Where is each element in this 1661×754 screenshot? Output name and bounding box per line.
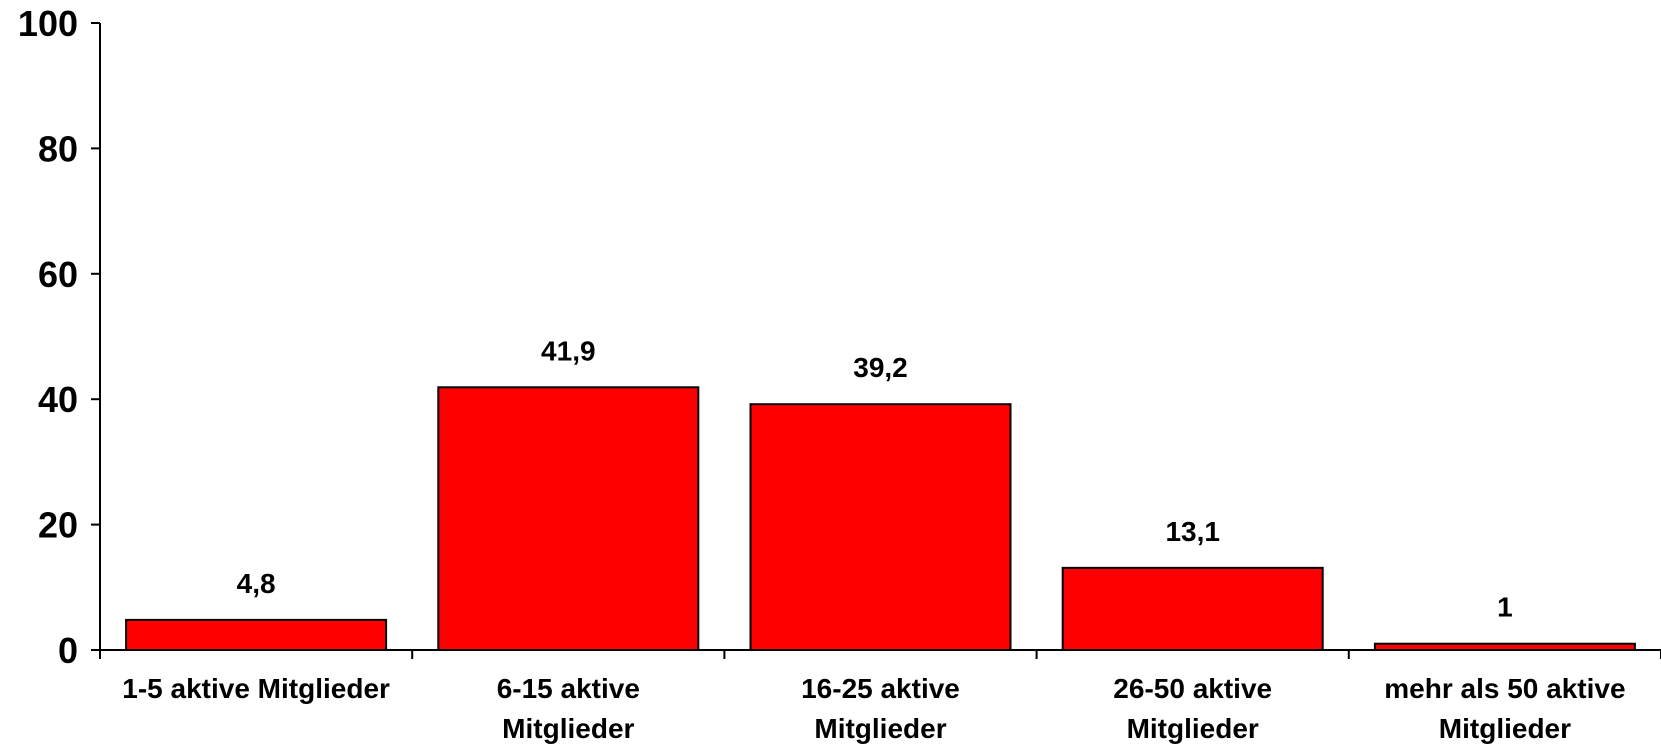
bar (125, 618, 388, 651)
y-tick-label: 80 (38, 128, 78, 169)
y-tick-label: 40 (38, 379, 78, 420)
y-axis: 0 20 40 60 80 100 (18, 3, 101, 671)
y-tick-label: 100 (18, 3, 78, 44)
bar (1373, 642, 1636, 651)
x-tick-label: mehr als 50 aktive Mitglieder (1384, 673, 1625, 744)
y-tick-label: 20 (38, 505, 78, 546)
y-tick-label: 0 (58, 630, 78, 671)
data-label: 4,8 (237, 568, 276, 599)
data-label: 13,1 (1165, 516, 1220, 547)
x-tick-label: 6-15 aktive Mitglieder (497, 673, 640, 744)
bar (437, 386, 700, 651)
data-label: 39,2 (853, 352, 908, 383)
x-tick-label: 1-5 aktive Mitglieder (122, 673, 390, 704)
y-tick-label: 60 (38, 254, 78, 295)
x-tick-label: 16-25 aktive Mitglieder (801, 673, 960, 744)
data-labels: 4,8 41,9 39,2 13,1 1 (237, 335, 1513, 622)
bar (749, 403, 1012, 651)
bars (125, 386, 1636, 651)
data-label: 41,9 (541, 335, 596, 366)
x-axis: 1-5 aktive Mitglieder 6-15 aktive Mitglied… (99, 649, 1661, 744)
bar (1061, 566, 1324, 651)
x-tick-label: 26-50 aktive Mitglieder (1113, 673, 1272, 744)
data-label: 1 (1497, 592, 1513, 623)
